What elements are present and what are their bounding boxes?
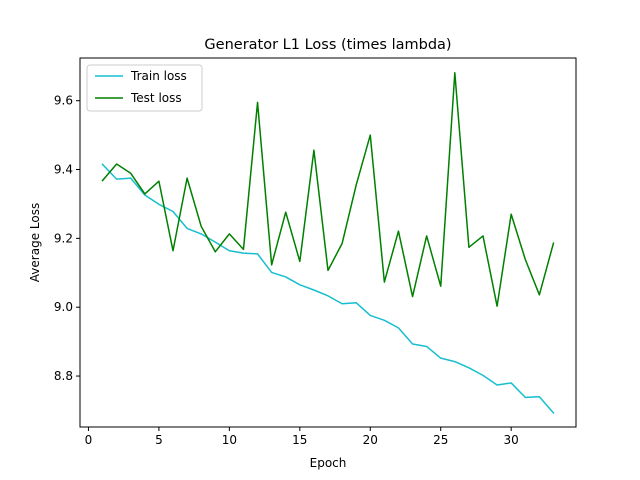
series-line-train-loss bbox=[101, 163, 555, 414]
y-tick-label: 9.4 bbox=[54, 163, 73, 177]
series-layer bbox=[101, 72, 555, 414]
y-tick-label: 8.8 bbox=[54, 369, 73, 383]
legend-label-train-loss: Train loss bbox=[130, 69, 187, 83]
y-tick-label: 9.2 bbox=[54, 231, 73, 245]
x-tick-label: 15 bbox=[292, 433, 307, 447]
x-axis-label: Epoch bbox=[310, 456, 347, 470]
y-axis-ticks: 8.8 9.0 9.2 9.4 9.6 bbox=[54, 94, 80, 383]
x-tick-label: 10 bbox=[222, 433, 237, 447]
y-tick-label: 9.6 bbox=[54, 94, 73, 108]
chart-title: Generator L1 Loss (times lambda) bbox=[204, 37, 451, 53]
x-tick-label: 5 bbox=[155, 433, 163, 447]
axes-frame bbox=[79, 57, 577, 428]
x-tick-label: 30 bbox=[504, 433, 519, 447]
legend: Train loss Test loss bbox=[86, 64, 203, 112]
y-axis-label: Average Loss bbox=[28, 203, 42, 282]
x-tick-label: 20 bbox=[363, 433, 378, 447]
x-tick-label: 0 bbox=[85, 433, 93, 447]
y-tick-label: 9.0 bbox=[54, 300, 73, 314]
x-axis-ticks: 0 5 10 15 20 25 30 bbox=[85, 427, 519, 447]
x-tick-label: 25 bbox=[433, 433, 448, 447]
legend-label-test-loss: Test loss bbox=[130, 91, 182, 105]
series-line-test-loss bbox=[101, 72, 555, 307]
